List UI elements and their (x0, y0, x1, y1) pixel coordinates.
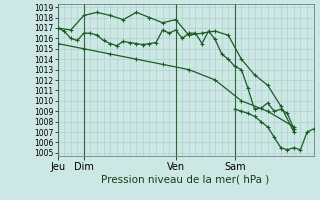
X-axis label: Pression niveau de la mer( hPa ): Pression niveau de la mer( hPa ) (101, 174, 270, 184)
